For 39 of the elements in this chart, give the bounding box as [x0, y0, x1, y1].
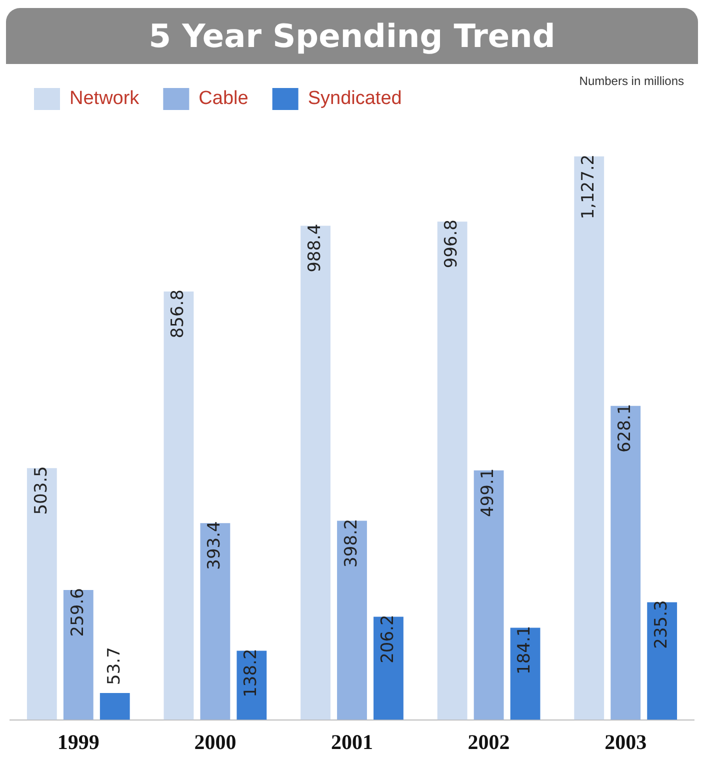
bar: [610, 406, 641, 720]
data-label: 856.8: [168, 290, 188, 338]
chart-title: 5 Year Spending Trend: [6, 8, 698, 64]
x-tick-label: 2001: [331, 730, 373, 754]
data-label: 184.1: [514, 626, 535, 674]
data-label: 628.1: [615, 404, 636, 453]
bar: [474, 470, 504, 720]
data-label: 499.1: [478, 468, 498, 518]
data-label: 235.3: [652, 600, 672, 649]
bar: [100, 692, 130, 720]
x-tick-label: 1999: [57, 730, 100, 754]
data-label: 206.2: [378, 614, 398, 664]
data-label: 259.6: [68, 588, 88, 637]
x-tick-label: 2000: [194, 730, 236, 754]
bar: [63, 590, 94, 720]
data-label: 503.5: [31, 466, 52, 515]
bar: [374, 616, 404, 720]
data-label: 138.2: [241, 648, 262, 698]
legend-label: Syndicated: [308, 88, 402, 110]
bar: [647, 602, 678, 720]
bar: [437, 222, 468, 720]
bar: [574, 156, 604, 720]
legend-label: Cable: [198, 88, 248, 110]
bar: [200, 523, 230, 720]
bar: [300, 226, 330, 720]
bar: [26, 468, 57, 720]
data-label: 393.4: [204, 521, 225, 570]
x-tick-label: 2003: [604, 730, 647, 754]
bar: [337, 520, 367, 720]
x-tick-label: 2002: [468, 730, 510, 754]
data-label: 53.7: [104, 647, 124, 685]
data-label: 996.8: [442, 220, 462, 268]
text: Numbers in millions: [579, 74, 684, 88]
data-label: 398.2: [341, 518, 362, 568]
bar: [510, 628, 540, 720]
data-label: 1,127.2: [578, 154, 599, 220]
data-label: 988.4: [304, 224, 325, 272]
bar: [164, 292, 194, 720]
legend-label: Network: [70, 88, 140, 110]
